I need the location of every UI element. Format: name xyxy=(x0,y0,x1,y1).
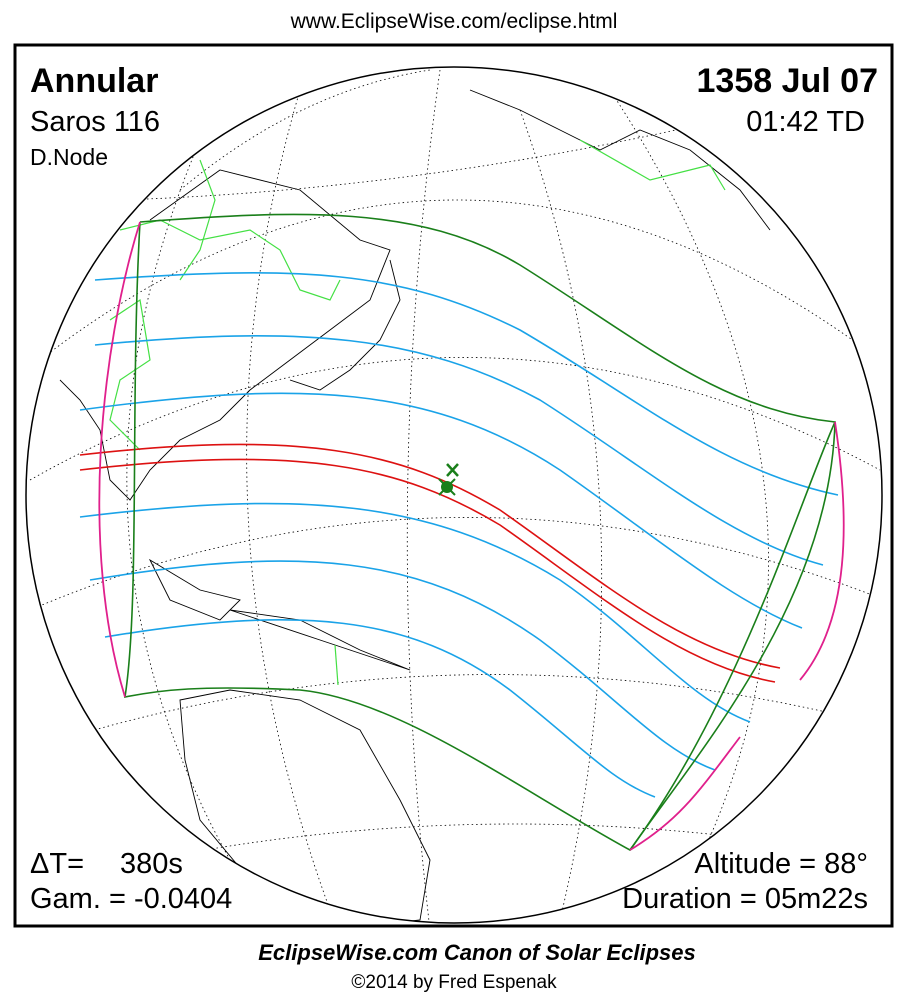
time: 01:42 TD xyxy=(746,106,865,138)
delta-t-value: 380s xyxy=(120,848,183,880)
gamma: Gam. = -0.0404 xyxy=(30,883,232,915)
globe xyxy=(29,69,882,923)
footer-title: EclipseWise.com Canon of Solar Eclipses xyxy=(258,940,696,965)
footer-credit: ©2014 by Fred Espenak xyxy=(351,972,557,993)
altitude: Altitude = 88° xyxy=(694,848,868,880)
delta-t-label: ΔT= xyxy=(30,848,84,880)
greatest-eclipse-cross xyxy=(438,478,456,496)
eclipse-path xyxy=(79,213,845,852)
eclipse-type: Annular xyxy=(30,62,158,100)
globe-outline xyxy=(25,66,883,924)
duration: Duration = 05m22s xyxy=(622,883,868,915)
url: www.EclipseWise.com/eclipse.html xyxy=(290,10,618,33)
saros: Saros 116 xyxy=(30,106,160,138)
node: D.Node xyxy=(30,144,108,170)
date: 1358 Jul 07 xyxy=(697,62,878,100)
frame xyxy=(13,43,894,928)
greatest-duration xyxy=(446,463,459,477)
graticule xyxy=(29,69,882,923)
